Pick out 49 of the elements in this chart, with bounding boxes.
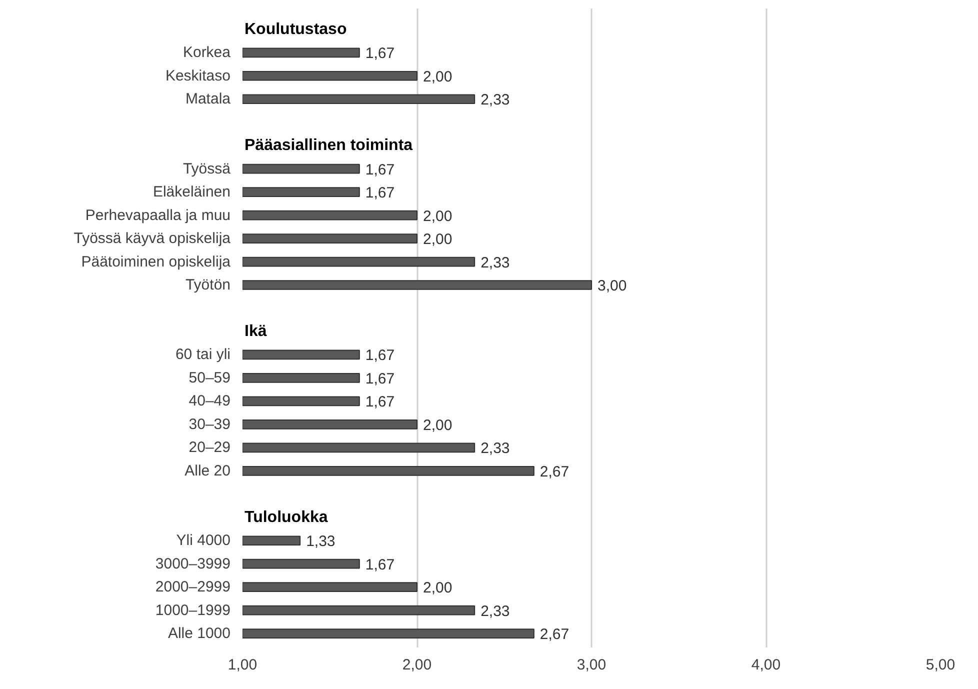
x-tick-label: 1,00: [228, 656, 258, 674]
data-label: 2,67: [540, 463, 570, 480]
data-label: 1,67: [365, 161, 395, 178]
y-tick-label: Työssä: [182, 160, 232, 178]
y-tick-label: Tuloluokka: [244, 508, 328, 526]
y-tick-label: Eläkeläinen: [152, 184, 231, 201]
data-label: 2,00: [423, 68, 452, 86]
y-tick-label: Keskitaso: [165, 67, 231, 84]
y-tick-label: 20–29: [188, 439, 231, 456]
data-label: 2,67: [540, 626, 570, 644]
y-tick-label: 40–49: [188, 392, 231, 410]
y-tick-label: Alle 20: [184, 462, 231, 480]
data-label: 2,33: [480, 440, 510, 458]
data-label: 2,00: [423, 416, 452, 434]
y-tick-label: Alle 1000: [168, 625, 231, 642]
data-label: 2,33: [480, 602, 510, 620]
y-tick-label: Matala: [185, 90, 232, 108]
y-tick-label: Yli 4000: [176, 532, 231, 550]
data-label: 1,33: [306, 533, 336, 550]
data-label: 1,67: [365, 394, 395, 411]
data-label: 3,00: [598, 278, 627, 295]
y-tick-label: 30–39: [188, 416, 231, 433]
y-tick-label: 50–59: [188, 369, 231, 386]
x-tick-label: 2,00: [402, 656, 432, 674]
data-label: 1,67: [365, 347, 395, 364]
data-label: 1,67: [365, 370, 395, 388]
data-label: 2,00: [423, 208, 452, 225]
x-tick-label: 3,00: [576, 656, 606, 674]
y-tick-label: Työtön: [185, 276, 230, 294]
data-label: 2,33: [480, 92, 510, 109]
x-tick-label: 5,00: [926, 656, 956, 674]
data-label: 1,67: [365, 184, 395, 202]
data-label: 2,33: [480, 254, 510, 272]
data-label: 1,67: [365, 556, 395, 574]
data-label: 1,67: [365, 45, 395, 62]
y-tick-label: 2000–2999: [155, 578, 231, 596]
data-label: 2,00: [423, 231, 452, 248]
y-tick-label: Koulutustaso: [244, 20, 347, 38]
data-label: 2,00: [423, 580, 452, 597]
y-tick-label: Työssä käyvä opiskelija: [74, 230, 232, 248]
y-tick-label: Ikä: [244, 322, 267, 340]
y-tick-label: Pääasiallinen toiminta: [244, 137, 413, 154]
x-tick-label: 4,00: [751, 656, 781, 674]
y-tick-label: Päätoiminen opiskelija: [81, 253, 232, 270]
y-tick-label: 60 tai yli: [175, 346, 231, 364]
y-tick-label: 3000–3999: [155, 555, 231, 572]
y-tick-label: 1000–1999: [155, 602, 231, 619]
y-tick-label: Perhevapaalla ja muu: [85, 206, 230, 224]
y-tick-label: Korkea: [182, 44, 232, 62]
